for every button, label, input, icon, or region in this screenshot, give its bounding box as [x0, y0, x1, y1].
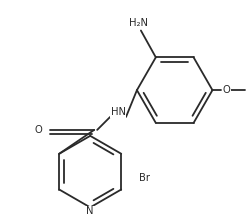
- Text: O: O: [34, 125, 42, 135]
- Text: O: O: [222, 85, 229, 95]
- Text: N: N: [86, 206, 94, 216]
- Text: H₂N: H₂N: [129, 17, 148, 28]
- Text: HN: HN: [110, 107, 125, 117]
- Text: Br: Br: [139, 172, 150, 183]
